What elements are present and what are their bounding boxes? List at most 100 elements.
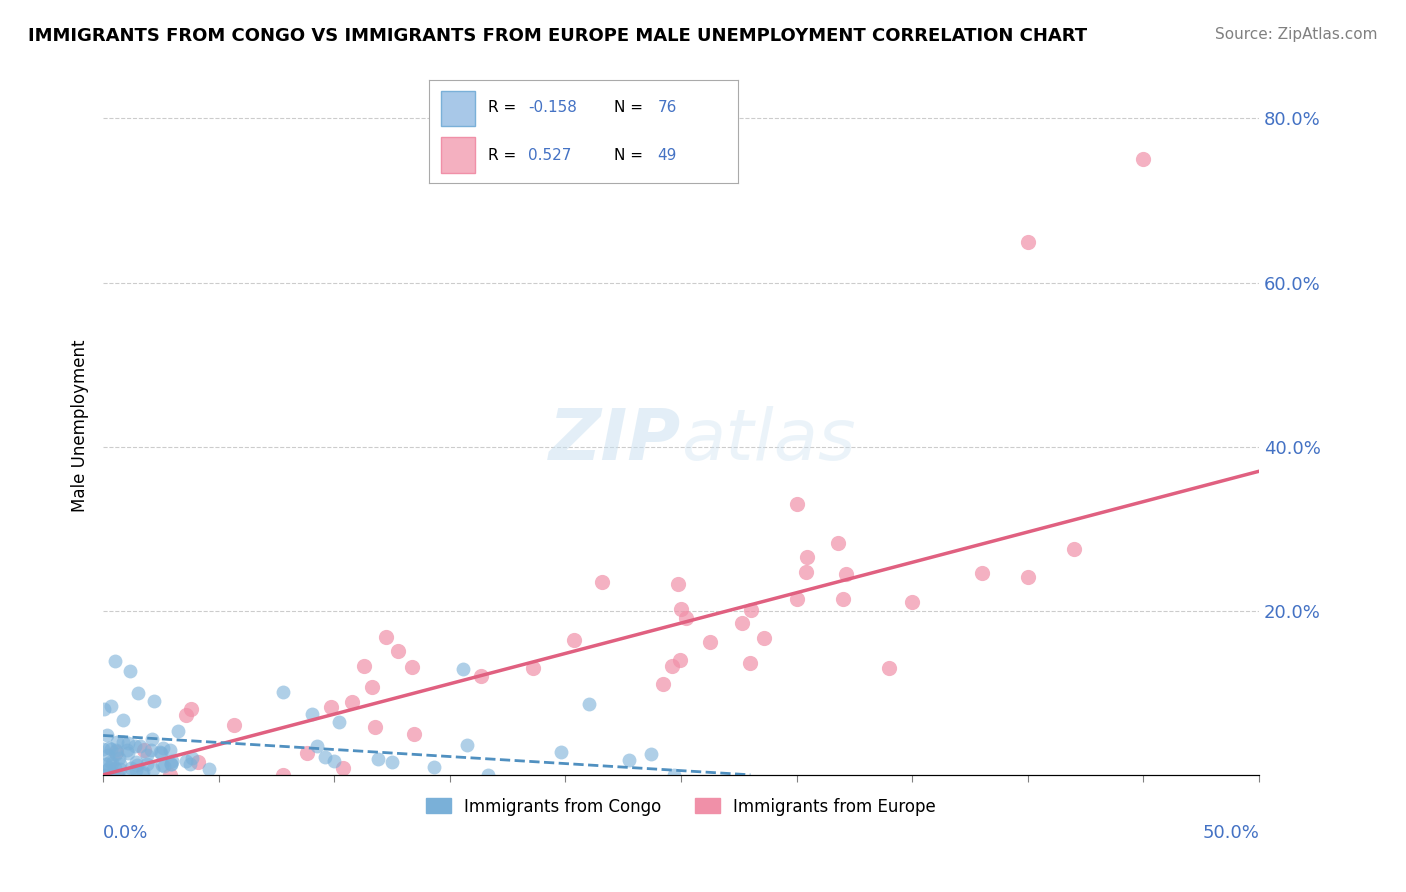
Point xyxy=(118,768,141,782)
Point xyxy=(363,720,385,734)
Point xyxy=(1017,235,1039,249)
Point xyxy=(127,757,149,772)
Text: N =: N = xyxy=(614,148,648,162)
Point xyxy=(100,698,122,713)
Point xyxy=(153,759,176,773)
Point xyxy=(96,756,118,771)
Point xyxy=(271,685,294,699)
Point xyxy=(111,713,134,727)
Point xyxy=(578,697,600,711)
Point xyxy=(332,761,354,775)
Text: IMMIGRANTS FROM CONGO VS IMMIGRANTS FROM EUROPE MALE UNEMPLOYMENT CORRELATION CH: IMMIGRANTS FROM CONGO VS IMMIGRANTS FROM… xyxy=(28,27,1087,45)
Point xyxy=(387,644,409,658)
Point xyxy=(105,735,128,749)
Point xyxy=(142,762,165,776)
Point xyxy=(224,718,246,732)
Point xyxy=(132,764,155,779)
Point xyxy=(675,611,697,625)
Point xyxy=(159,756,181,771)
Point xyxy=(125,763,148,777)
Point xyxy=(827,536,849,550)
Point xyxy=(619,753,641,767)
Point xyxy=(794,565,817,579)
Point xyxy=(831,591,853,606)
Point xyxy=(96,729,118,743)
Point xyxy=(141,732,163,747)
Point xyxy=(661,659,683,673)
Point xyxy=(180,751,202,765)
Text: 76: 76 xyxy=(658,101,678,115)
Point xyxy=(104,743,127,757)
Point xyxy=(159,768,181,782)
Point xyxy=(104,654,127,668)
Point xyxy=(104,761,127,775)
Point xyxy=(91,742,114,756)
Point xyxy=(132,743,155,757)
Point xyxy=(381,755,404,769)
Point xyxy=(143,694,166,708)
Point xyxy=(740,603,762,617)
Point xyxy=(174,754,197,768)
Point xyxy=(664,767,686,781)
Text: N =: N = xyxy=(614,101,648,115)
Text: ZIP: ZIP xyxy=(548,406,681,475)
Point xyxy=(115,743,138,757)
Point xyxy=(150,746,173,760)
Bar xyxy=(441,91,475,127)
Point xyxy=(187,756,209,770)
Point xyxy=(786,497,808,511)
Point xyxy=(96,763,118,777)
Text: 0.527: 0.527 xyxy=(527,148,571,162)
Point xyxy=(120,761,142,775)
Point xyxy=(166,723,188,738)
Point xyxy=(94,768,117,782)
Bar xyxy=(441,136,475,173)
Point xyxy=(112,735,135,749)
Point xyxy=(93,702,115,716)
Point xyxy=(295,746,318,760)
Point xyxy=(101,756,124,770)
Legend: Immigrants from Congo, Immigrants from Europe: Immigrants from Congo, Immigrants from E… xyxy=(419,791,942,822)
Point xyxy=(139,743,162,757)
Point xyxy=(877,661,900,675)
Text: R =: R = xyxy=(488,101,520,115)
Point xyxy=(835,566,858,581)
Point xyxy=(98,740,121,755)
Text: Source: ZipAtlas.com: Source: ZipAtlas.com xyxy=(1215,27,1378,42)
Point xyxy=(401,660,423,674)
Point xyxy=(796,550,818,565)
Point xyxy=(136,757,159,772)
Point xyxy=(970,566,993,581)
Point xyxy=(131,766,153,780)
Point xyxy=(174,707,197,722)
Point xyxy=(550,745,572,759)
Point xyxy=(375,630,398,644)
Point xyxy=(353,658,375,673)
Text: 0.0%: 0.0% xyxy=(103,824,149,842)
Point xyxy=(328,714,350,729)
Point xyxy=(361,680,384,694)
Point xyxy=(198,763,221,777)
Point xyxy=(451,662,474,676)
Point xyxy=(470,669,492,683)
Point xyxy=(100,742,122,756)
Point xyxy=(699,635,721,649)
Point xyxy=(314,750,336,764)
Point xyxy=(96,768,118,782)
Point xyxy=(97,747,120,762)
Point xyxy=(305,739,328,754)
Point xyxy=(125,755,148,769)
Point xyxy=(731,616,754,631)
Point xyxy=(159,742,181,756)
Point xyxy=(1132,153,1154,167)
Point xyxy=(105,747,128,762)
Point xyxy=(104,768,127,782)
Point xyxy=(1063,542,1085,557)
Point xyxy=(666,576,689,591)
Text: R =: R = xyxy=(488,148,520,162)
Point xyxy=(120,664,142,678)
Point xyxy=(301,706,323,721)
Point xyxy=(640,747,662,761)
Point xyxy=(786,592,808,607)
Point xyxy=(107,768,129,782)
